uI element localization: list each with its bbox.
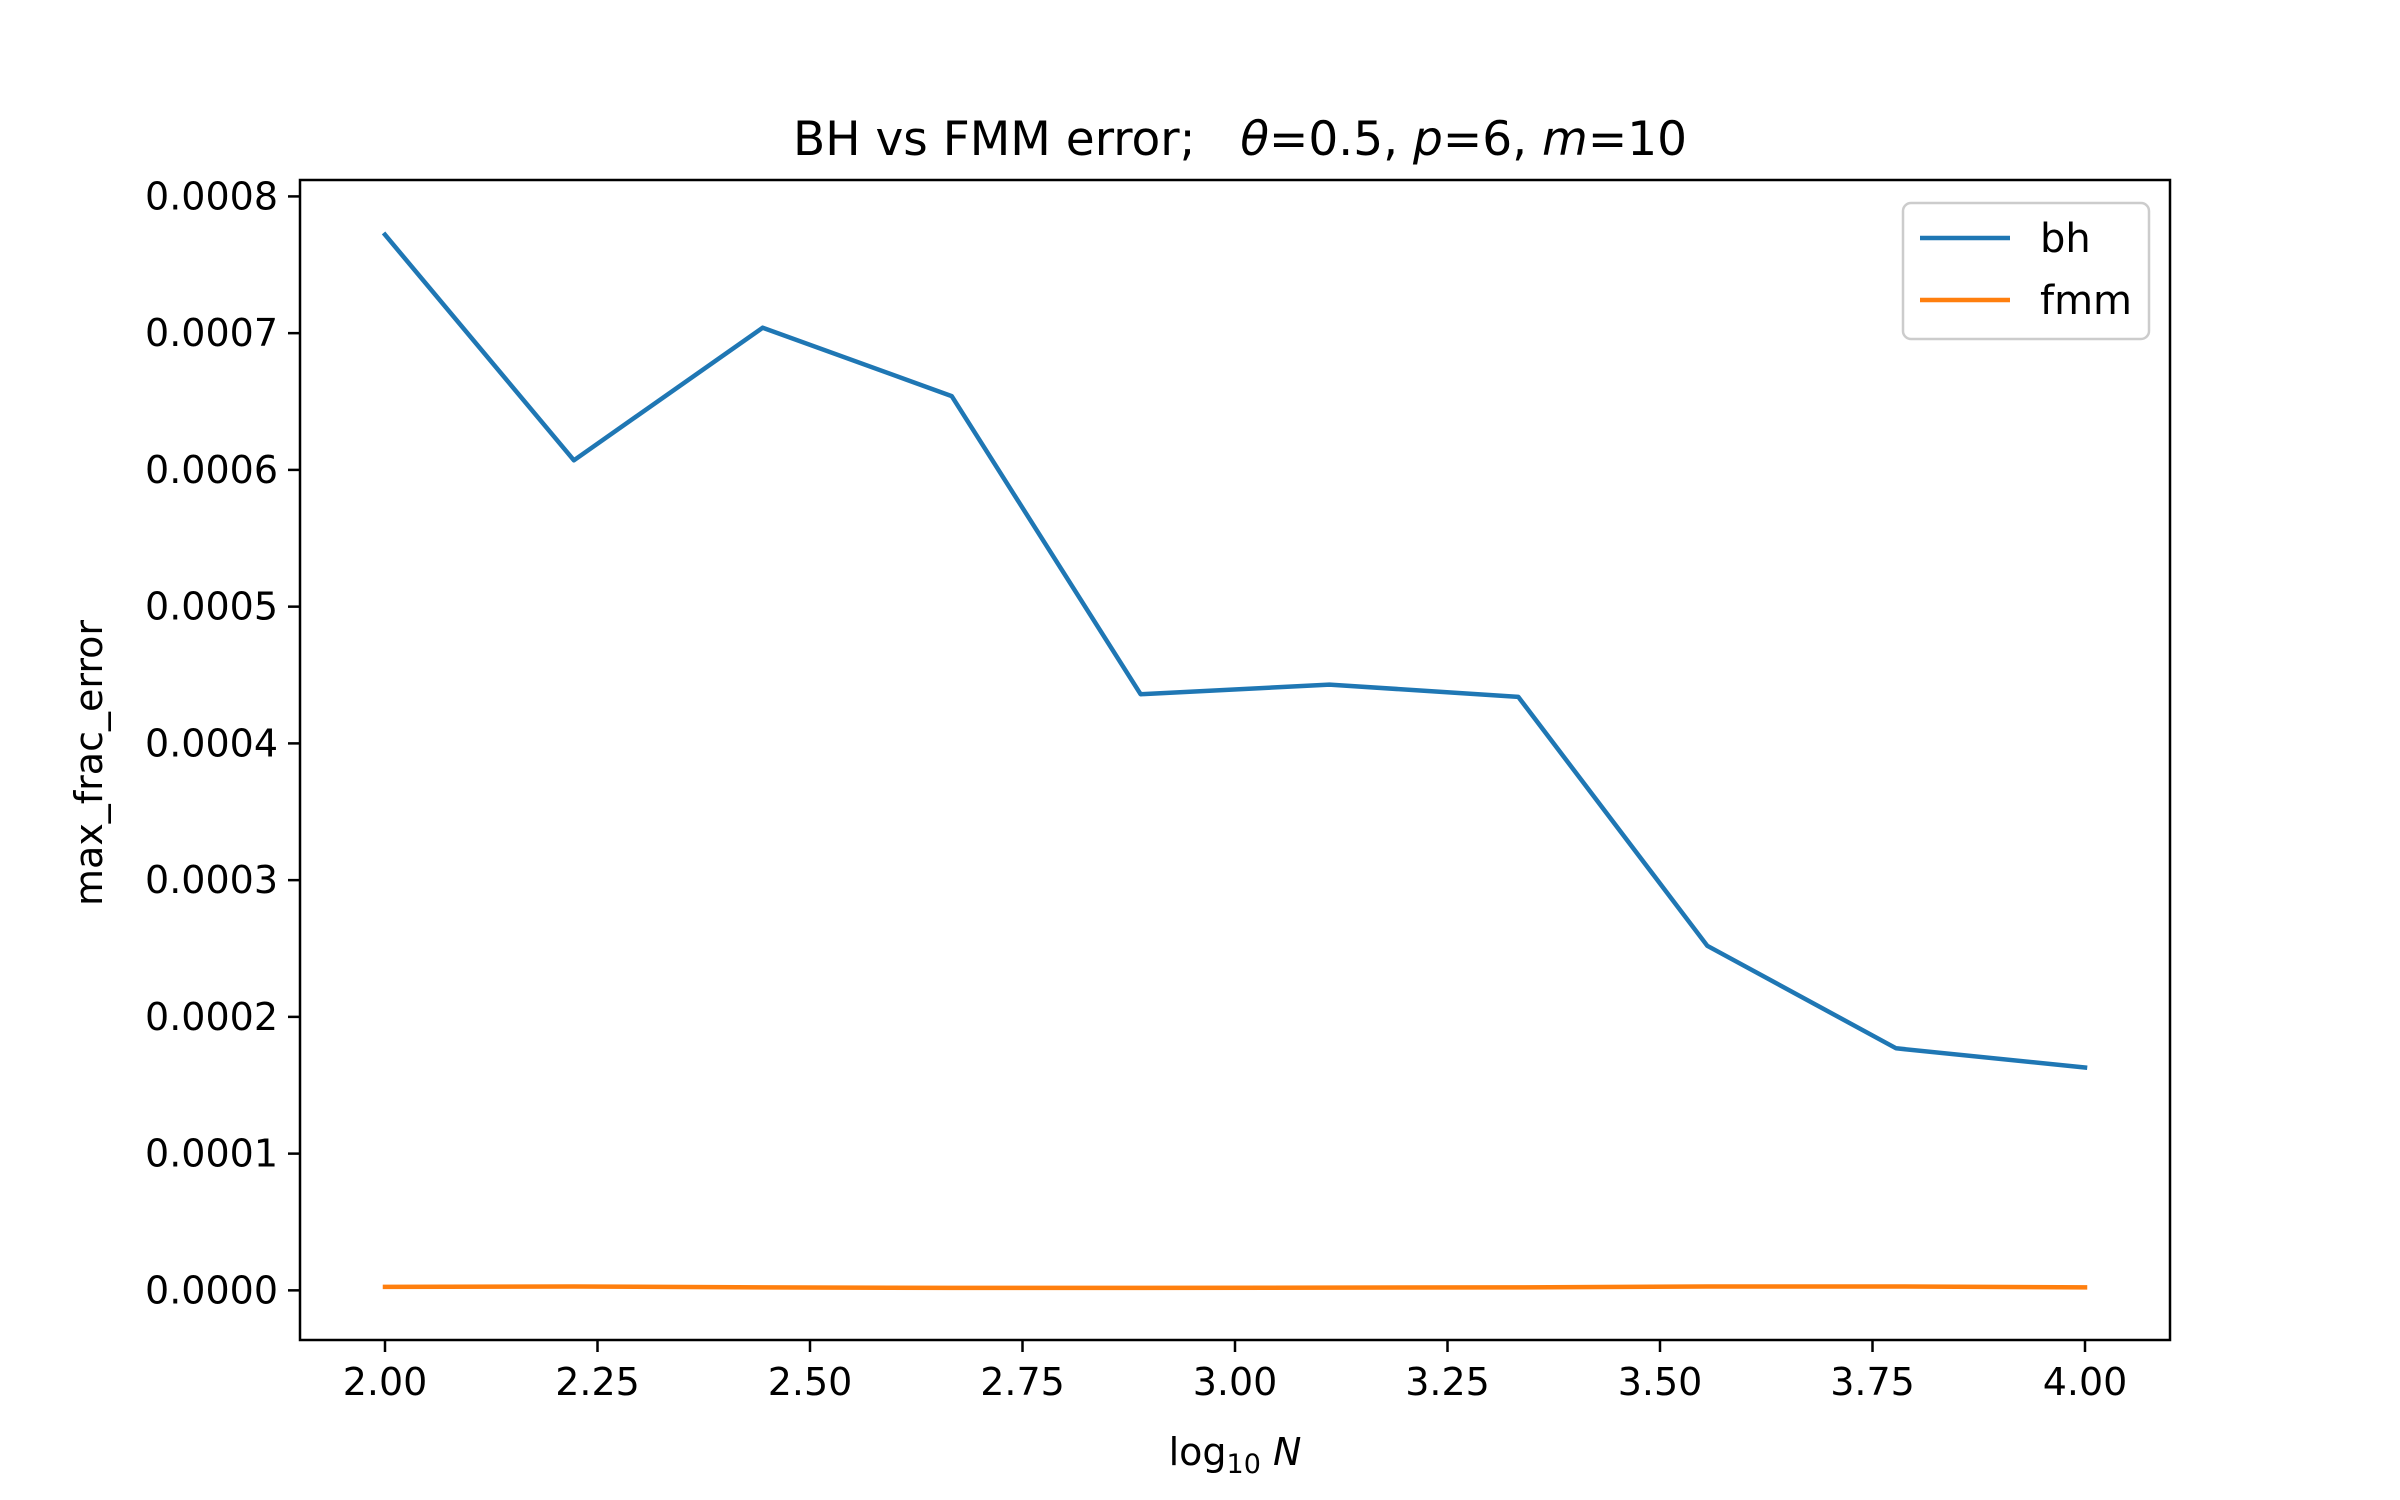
title-m-symbol: m: [1542, 112, 1588, 167]
y-tick-label: 0.0003: [145, 858, 278, 902]
x-tick-label: 2.50: [768, 1360, 853, 1404]
series-line-bh: [381, 231, 2088, 1070]
x-tick-label: 3.00: [1193, 1360, 1278, 1404]
legend-label-bh: bh: [2040, 216, 2091, 262]
series-line-fmm: [382, 1284, 2088, 1291]
x-tick-label: 3.50: [1618, 1360, 1703, 1404]
y-tick-label: 0.0005: [145, 585, 278, 629]
x-tick-label: 2.00: [343, 1360, 428, 1404]
chart-title-main: BH vs FMM error;: [793, 112, 1195, 167]
y-tick-label: 0.0006: [145, 448, 278, 492]
x-tick-label: 3.25: [1405, 1360, 1490, 1404]
x-axis-label-subscript: 10: [1227, 1449, 1261, 1480]
title-m-value: =10: [1588, 112, 1687, 167]
x-axis-label-prefix: log: [1169, 1430, 1227, 1474]
y-tick-label: 0.0004: [145, 721, 278, 765]
x-tick-label: 2.75: [980, 1360, 1065, 1404]
y-tick-label: 0.0008: [145, 174, 278, 218]
legend: bh fmm: [1901, 201, 2151, 341]
y-tick-label: 0.0007: [145, 311, 278, 355]
title-theta-value: =0.5,: [1269, 112, 1413, 167]
y-axis-label: max_frac_error: [67, 620, 111, 906]
x-tick-label: 4.00: [2043, 1360, 2128, 1404]
legend-label-fmm: fmm: [2040, 278, 2132, 324]
axes-frame: [298, 178, 2172, 1342]
x-tick-label: 2.25: [555, 1360, 640, 1404]
title-p-symbol: p: [1412, 112, 1443, 167]
y-tick-label: 0.0001: [145, 1132, 278, 1176]
x-axis: 2.00 2.25 2.50 2.75 3.00 3.25 3.50 3.75 4.00: [343, 1340, 2128, 1404]
title-theta-symbol: θ: [1240, 112, 1269, 167]
y-tick-label: 0.0002: [145, 995, 278, 1039]
plot-area: [381, 231, 2088, 1291]
x-tick-label: 3.75: [1830, 1360, 1915, 1404]
x-axis-label: log10 N: [1169, 1430, 1302, 1480]
y-axis: 0.0000 0.0001 0.0002 0.0003 0.0004 0.0005 0.00…: [145, 174, 300, 1312]
x-axis-label-variable: N: [1273, 1430, 1301, 1474]
y-tick-label: 0.0000: [145, 1268, 278, 1312]
title-p-value: =6,: [1443, 112, 1542, 167]
chart-title: BH vs FMM error; θ=0.5, p=6, m=10: [793, 112, 1687, 167]
